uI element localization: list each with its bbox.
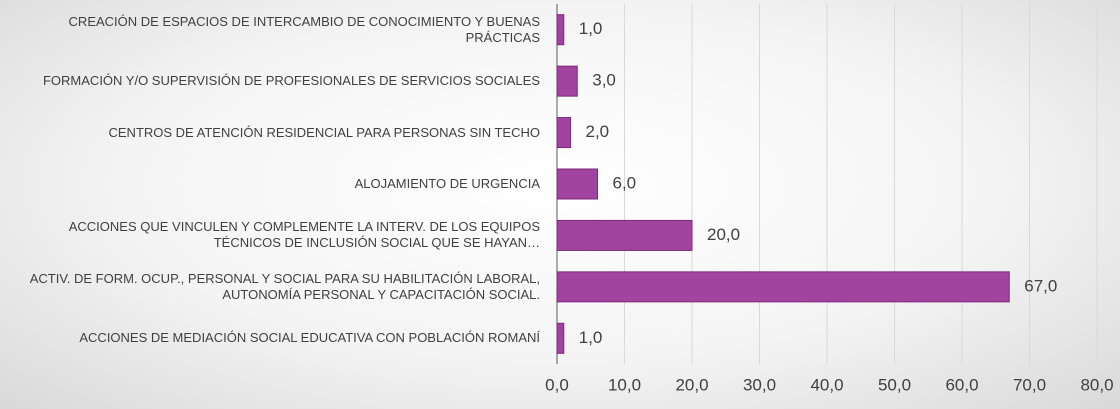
category-label: ACCIONES QUE VINCULEN Y COMPLEMENTE LA I… xyxy=(68,219,540,251)
x-tick-label: 50,0 xyxy=(878,375,911,394)
bar xyxy=(556,271,1010,303)
x-tick-label: 10,0 xyxy=(608,375,641,394)
x-tick-label: 40,0 xyxy=(810,375,843,394)
x-tick-label: 30,0 xyxy=(743,375,776,394)
bar xyxy=(556,219,693,251)
category-label: ALOJAMIENTO DE URGENCIA xyxy=(354,176,540,191)
bar xyxy=(556,65,578,97)
bar xyxy=(556,14,565,46)
x-tick-label: 0,0 xyxy=(545,375,569,394)
category-label: CREACIÓN DE ESPACIOS DE INTERCAMBIO DE C… xyxy=(68,13,540,45)
category-label: FORMACIÓN Y/O SUPERVISIÓN DE PROFESIONAL… xyxy=(42,73,540,89)
category-label: ACTIV. DE FORM. OCUP., PERSONAL Y SOCIAL… xyxy=(29,270,540,302)
data-label: 20,0 xyxy=(707,225,740,244)
category-label: ACCIONES DE MEDIACIÓN SOCIAL EDUCATIVA C… xyxy=(79,330,540,346)
x-tick-label: 60,0 xyxy=(945,375,978,394)
x-tick-label: 70,0 xyxy=(1013,375,1046,394)
category-label: CENTROS DE ATENCIÓN RESIDENCIAL PARA PER… xyxy=(108,124,541,140)
bar xyxy=(556,322,565,354)
data-label: 6,0 xyxy=(613,173,637,192)
data-label: 1,0 xyxy=(579,328,603,347)
data-label: 2,0 xyxy=(586,122,610,141)
data-label: 3,0 xyxy=(592,71,616,90)
bar xyxy=(556,168,598,200)
x-tick-label: 80,0 xyxy=(1080,375,1113,394)
bar xyxy=(556,117,571,149)
x-tick-label: 20,0 xyxy=(675,375,708,394)
data-label: 67,0 xyxy=(1024,276,1057,295)
data-label: 1,0 xyxy=(579,19,603,38)
